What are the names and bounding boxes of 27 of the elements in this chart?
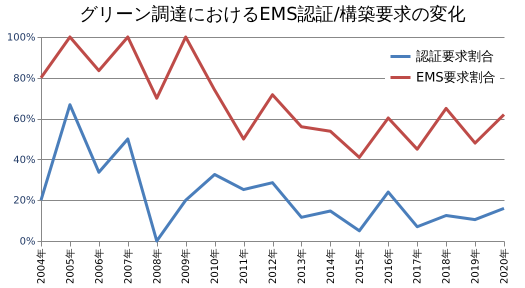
legend-label: 認証要求割合 — [416, 50, 494, 64]
legend-label: EMS要求割合 — [416, 70, 496, 86]
x-tick-label: 2019年 — [470, 248, 482, 284]
x-tick-label: 2018年 — [440, 248, 453, 284]
x-tick-label: 2007年 — [122, 248, 134, 284]
x-tick-label: 2008年 — [151, 248, 164, 284]
line-series — [40, 103, 506, 242]
x-tick-label: 2011年 — [238, 248, 250, 284]
x-tick-label: 2009年 — [180, 248, 192, 284]
x-tick-label: 2010年 — [209, 248, 222, 284]
y-tick-label: 100% — [6, 32, 36, 44]
x-tick-label: 2016年 — [382, 248, 395, 284]
y-tick-label: 40% — [13, 154, 36, 166]
y-tick-label: 60% — [13, 114, 36, 126]
x-tick-label: 2005年 — [64, 248, 76, 284]
x-tick-label: 2006年 — [93, 248, 106, 284]
x-tick-label: 2013年 — [296, 248, 308, 284]
x-tick-label: 2012年 — [267, 248, 279, 284]
y-tick-label: 80% — [13, 73, 36, 84]
x-tick-label: 2004年 — [36, 248, 48, 284]
x-tick-label: 2017年 — [412, 248, 424, 284]
x-tick-label: 2020年 — [498, 248, 510, 284]
x-tick-label: 2014年 — [324, 248, 337, 284]
y-tick-label: 0% — [20, 236, 36, 248]
x-tick-label: 2015年 — [354, 248, 366, 284]
chart-title: グリーン調達におけるEMS認証/構築要求の変化 — [79, 4, 466, 25]
y-tick-label: 20% — [13, 196, 36, 207]
